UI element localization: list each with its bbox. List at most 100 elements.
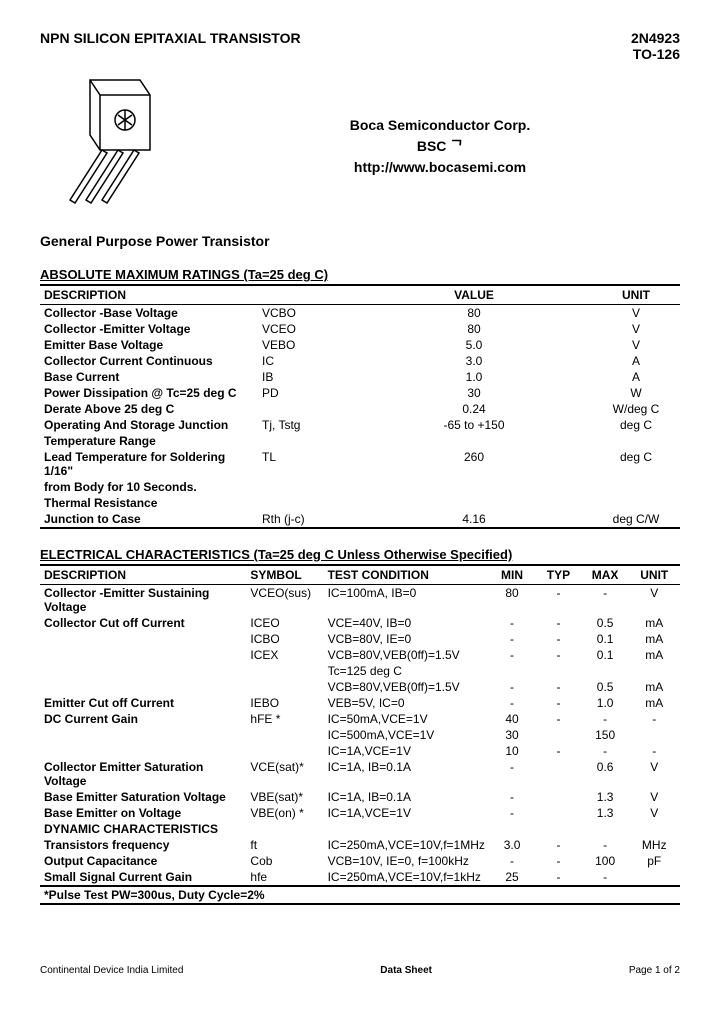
ec-title: ELECTRICAL CHARACTERISTICS (Ta=25 deg C … (40, 547, 680, 562)
ec-h-typ: TYP (535, 565, 581, 585)
amr-val: 5.0 (356, 337, 592, 353)
ec-sym: Cob (246, 853, 323, 869)
amr-val: 1.0 (356, 369, 592, 385)
ec-min: - (489, 853, 535, 869)
ec-max: 0.5 (582, 679, 629, 695)
amr-row: Emitter Base VoltageVEBO5.0V (40, 337, 680, 353)
footer-right: Page 1 of 2 (629, 965, 680, 976)
amr-val: -65 to +150 (356, 417, 592, 433)
amr-row: Base CurrentIB1.0A (40, 369, 680, 385)
amr-val: 260 (356, 449, 592, 479)
ec-unit: mA (629, 631, 681, 647)
footer-mid: Data Sheet (380, 965, 432, 976)
amr-unit (592, 433, 680, 449)
amr-desc: Temperature Range (40, 433, 258, 449)
ec-row: Collector Cut off CurrentICEOVCE=40V, IB… (40, 615, 680, 631)
amr-desc: Junction to Case (40, 511, 258, 528)
part-number-box: 2N4923 TO-126 (631, 30, 680, 62)
amr-val: 80 (356, 321, 592, 337)
ec-max (582, 663, 629, 679)
amr-row: Collector -Base VoltageVCBO80V (40, 305, 680, 322)
ec-desc: Collector Cut off Current (40, 615, 246, 631)
ec-sym: ICEO (246, 615, 323, 631)
ec-desc: Base Emitter Saturation Voltage (40, 789, 246, 805)
ec-cond: IC=1A, IB=0.1A (324, 759, 489, 789)
ec-min: 25 (489, 869, 535, 886)
ec-h-min: MIN (489, 565, 535, 585)
amr-desc: Collector -Base Voltage (40, 305, 258, 322)
ec-cond: VCB=80V, IE=0 (324, 631, 489, 647)
ec-row: Transistors frequencyftIC=250mA,VCE=10V,… (40, 837, 680, 853)
ec-typ: - (535, 679, 581, 695)
ec-desc (40, 647, 246, 663)
ec-h-max: MAX (582, 565, 629, 585)
amr-val: 4.16 (356, 511, 592, 528)
amr-title: ABSOLUTE MAXIMUM RATINGS (Ta=25 deg C) (40, 267, 680, 282)
amr-unit: A (592, 369, 680, 385)
ec-desc: Small Signal Current Gain (40, 869, 246, 886)
ec-sym: ICEX (246, 647, 323, 663)
amr-unit: deg C (592, 449, 680, 479)
header-row: NPN SILICON EPITAXIAL TRANSISTOR 2N4923 … (40, 30, 680, 62)
ec-typ: - (535, 695, 581, 711)
ec-typ: - (535, 853, 581, 869)
company-block: Boca Semiconductor Corp. BSC ᄀ http://ww… (200, 115, 680, 178)
amr-sym (258, 401, 356, 417)
ec-max: 100 (582, 853, 629, 869)
ec-desc: Base Emitter on Voltage (40, 805, 246, 821)
amr-h-value: VALUE (356, 285, 592, 305)
amr-sym (258, 479, 356, 495)
ec-max: 0.6 (582, 759, 629, 789)
ec-cond: VEB=5V, IC=0 (324, 695, 489, 711)
amr-desc: Derate Above 25 deg C (40, 401, 258, 417)
ec-unit (629, 663, 681, 679)
ec-max: 0.5 (582, 615, 629, 631)
ec-min: - (489, 631, 535, 647)
ec-cond: IC=1A,VCE=1V (324, 743, 489, 759)
ec-cond: IC=500mA,VCE=1V (324, 727, 489, 743)
ec-unit: pF (629, 853, 681, 869)
ec-desc: Emitter Cut off Current (40, 695, 246, 711)
ec-row: ICEXVCB=80V,VEB(0ff)=1.5V--0.1mA (40, 647, 680, 663)
ec-row: Collector -Emitter Sustaining VoltageVCE… (40, 585, 680, 616)
amr-unit: deg C/W (592, 511, 680, 528)
ec-row: IC=1A,VCE=1V10--- (40, 743, 680, 759)
ec-sym: VBE(sat)* (246, 789, 323, 805)
amr-unit (592, 479, 680, 495)
ec-desc: Collector -Emitter Sustaining Voltage (40, 585, 246, 616)
amr-h-unit: UNIT (592, 285, 680, 305)
ec-typ (535, 759, 581, 789)
amr-unit: V (592, 337, 680, 353)
ec-min: 30 (489, 727, 535, 743)
ec-sym: VCE(sat)* (246, 759, 323, 789)
amr-val (356, 433, 592, 449)
amr-sym (258, 433, 356, 449)
ec-cond: VCB=80V,VEB(0ff)=1.5V (324, 679, 489, 695)
amr-sym: TL (258, 449, 356, 479)
ec-typ: - (535, 743, 581, 759)
amr-row: Collector Current ContinuousIC3.0A (40, 353, 680, 369)
amr-desc: Collector Current Continuous (40, 353, 258, 369)
amr-desc: Base Current (40, 369, 258, 385)
amr-row: Thermal Resistance (40, 495, 680, 511)
amr-sym: VCEO (258, 321, 356, 337)
amr-desc: from Body for 10 Seconds. (40, 479, 258, 495)
ec-min: 40 (489, 711, 535, 727)
ec-h-desc: DESCRIPTION (40, 565, 246, 585)
ec-sym: hfe (246, 869, 323, 886)
ec-cond: IC=100mA, IB=0 (324, 585, 489, 616)
ec-desc (40, 743, 246, 759)
ec-row: Small Signal Current GainhfeIC=250mA,VCE… (40, 869, 680, 886)
ec-cond: IC=50mA,VCE=1V (324, 711, 489, 727)
amr-sym: IB (258, 369, 356, 385)
amr-unit: V (592, 321, 680, 337)
ec-unit: mA (629, 695, 681, 711)
ec-desc (40, 631, 246, 647)
ec-desc (40, 727, 246, 743)
amr-desc: Thermal Resistance (40, 495, 258, 511)
ec-cond: IC=1A,VCE=1V (324, 805, 489, 821)
ec-max: 0.1 (582, 647, 629, 663)
ec-sym: ft (246, 837, 323, 853)
ec-h-cond: TEST CONDITION (324, 565, 489, 585)
ec-max: 1.3 (582, 789, 629, 805)
